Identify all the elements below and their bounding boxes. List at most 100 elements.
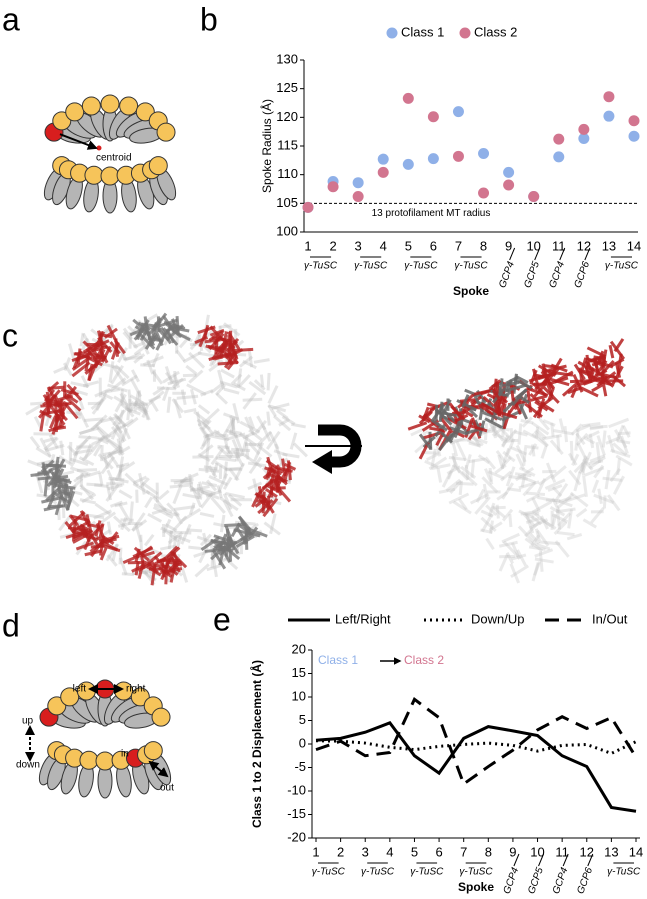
structure-fragment bbox=[145, 489, 159, 500]
structure-fragment bbox=[216, 484, 223, 499]
structure-fragment bbox=[94, 502, 112, 516]
structure-fragment bbox=[480, 509, 494, 518]
structure-fragment bbox=[616, 439, 631, 445]
structure-fragment bbox=[600, 375, 608, 397]
structure-fragment bbox=[489, 520, 494, 534]
structure-fragment bbox=[511, 553, 527, 561]
structure-fragment bbox=[196, 535, 212, 544]
structure-fragment bbox=[203, 324, 210, 339]
structure-fragment bbox=[605, 379, 624, 383]
structure-fragment bbox=[213, 522, 227, 528]
structure-fragment bbox=[160, 526, 174, 535]
structure-fragment bbox=[591, 479, 600, 494]
structure-fragment bbox=[152, 385, 166, 396]
x-tick-label: 11 bbox=[555, 844, 569, 859]
structure-fragment bbox=[497, 396, 508, 417]
structure-fragment bbox=[197, 404, 211, 415]
structure-fragment bbox=[491, 427, 504, 437]
structure-fragment bbox=[167, 531, 184, 545]
structure-fragment bbox=[253, 379, 266, 391]
structure-fragment bbox=[509, 428, 514, 443]
structure-fragment bbox=[268, 431, 280, 450]
structure-fragment bbox=[219, 496, 239, 512]
structure-fragment bbox=[117, 445, 131, 456]
structure-fragment bbox=[42, 394, 57, 407]
structure-fragment bbox=[200, 490, 220, 500]
structure-fragment bbox=[109, 478, 115, 492]
data-point bbox=[603, 110, 615, 122]
structure-fragment bbox=[71, 518, 77, 542]
structure-fragment bbox=[487, 502, 496, 517]
structure-fragment bbox=[127, 389, 133, 412]
structure-fragment bbox=[234, 462, 246, 481]
structure-fragment bbox=[266, 430, 281, 450]
structure-fragment bbox=[229, 415, 236, 431]
structure-fragment bbox=[158, 489, 170, 501]
structure-fragment bbox=[164, 371, 175, 384]
structure-fragment bbox=[460, 465, 477, 479]
structure-fragment bbox=[566, 533, 583, 541]
structure-fragment bbox=[180, 523, 192, 545]
structure-fragment bbox=[98, 534, 120, 543]
group-label: γ-TuSC bbox=[410, 867, 444, 878]
structure-fragment bbox=[162, 386, 170, 402]
structure-fragment bbox=[233, 432, 244, 454]
structure-fragment bbox=[576, 442, 588, 461]
structure-fragment bbox=[593, 464, 605, 479]
structure-fragment bbox=[148, 395, 162, 403]
structure-fragment bbox=[218, 324, 232, 329]
structure-fragment bbox=[289, 432, 298, 450]
structure-fragment bbox=[94, 387, 111, 398]
structure-fragment bbox=[575, 432, 586, 446]
lipid-head bbox=[100, 94, 120, 114]
structure-fragment bbox=[515, 453, 526, 471]
structure-fragment bbox=[142, 355, 164, 367]
data-point bbox=[478, 187, 490, 199]
structure-fragment bbox=[468, 457, 486, 464]
structure-fragment bbox=[263, 521, 281, 536]
structure-fragment bbox=[171, 318, 180, 333]
structure-fragment bbox=[106, 484, 113, 501]
structure-fragment bbox=[591, 383, 604, 393]
structure-fragment bbox=[498, 554, 509, 572]
structure-fragment bbox=[75, 448, 93, 455]
structure-fragment bbox=[151, 370, 164, 385]
diagram-label: down bbox=[16, 760, 40, 771]
structure-fragment bbox=[43, 436, 59, 451]
structure-fragment bbox=[496, 491, 509, 501]
structure-fragment bbox=[165, 560, 183, 567]
structure-fragment bbox=[488, 379, 502, 391]
data-point bbox=[427, 153, 439, 165]
structure-fragment bbox=[469, 492, 490, 505]
structure-fragment bbox=[251, 491, 261, 508]
structure-fragment bbox=[491, 505, 506, 519]
y-axis-title: Class 1 to 2 Displacement (Å) bbox=[249, 660, 264, 828]
structure-fragment bbox=[217, 446, 233, 460]
structure-fragment bbox=[210, 447, 225, 466]
structure-fragment bbox=[117, 418, 134, 431]
structure-fragment bbox=[440, 417, 454, 434]
structure-fragment bbox=[151, 507, 167, 515]
structure-fragment bbox=[120, 403, 133, 414]
structure-fragment bbox=[97, 433, 111, 442]
structure-fragment bbox=[133, 399, 149, 414]
group-line bbox=[509, 247, 516, 261]
structure-fragment bbox=[98, 377, 102, 398]
structure-fragment bbox=[430, 463, 451, 471]
structure-fragment bbox=[74, 435, 92, 452]
structure-fragment bbox=[231, 447, 251, 453]
structure-fragment bbox=[219, 514, 226, 533]
structure-fragment bbox=[70, 514, 90, 522]
structure-fragment bbox=[218, 545, 226, 566]
structure-fragment bbox=[269, 513, 277, 535]
structure-fragment bbox=[538, 473, 554, 486]
group-label: GCP4 bbox=[502, 866, 522, 896]
structure-fragment bbox=[570, 385, 579, 399]
structure-fragment bbox=[256, 443, 273, 458]
structure-fragment bbox=[197, 453, 211, 462]
structure-fragment bbox=[77, 397, 85, 410]
structure-fragment bbox=[83, 533, 93, 551]
structure-fragment bbox=[188, 545, 203, 551]
structure-fragment bbox=[173, 505, 196, 511]
structure-fragment bbox=[257, 430, 273, 446]
